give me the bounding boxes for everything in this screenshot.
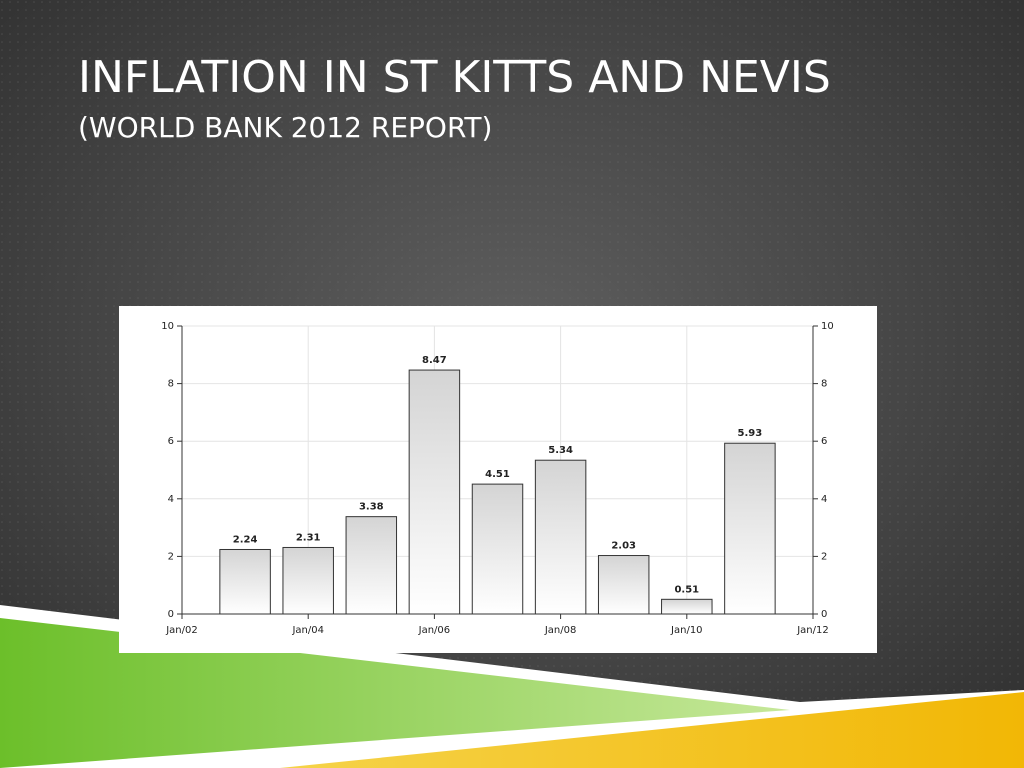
value-label: 5.93 [738, 428, 763, 439]
value-label: 2.24 [233, 534, 258, 545]
value-label: 0.51 [674, 584, 699, 595]
slide-title: INFLATION IN ST KITTS AND NEVIS [78, 52, 831, 103]
yellow-swoosh [280, 692, 1024, 768]
y-tick-label: 8 [168, 379, 174, 390]
bar [597, 555, 650, 615]
y2-tick-label: 10 [821, 321, 834, 332]
x-tick-label: Jan/02 [165, 625, 198, 636]
value-label: 3.38 [359, 502, 384, 513]
x-tick-label: Jan/06 [418, 625, 451, 636]
bar [282, 546, 334, 615]
y2-tick-label: 4 [821, 494, 827, 505]
y-tick-label: 6 [168, 436, 174, 447]
y2-tick-label: 2 [821, 551, 827, 562]
bar [471, 483, 524, 615]
bar [724, 442, 776, 615]
y2-tick-label: 8 [821, 379, 827, 390]
y-tick-label: 0 [168, 609, 174, 620]
value-label: 2.03 [611, 541, 636, 552]
y-tick-label: 10 [161, 321, 174, 332]
value-label: 5.34 [548, 445, 573, 456]
x-tick-label: Jan/12 [796, 625, 829, 636]
bar [661, 598, 713, 615]
bar [219, 548, 271, 615]
slide-subtitle: (WORLD BANK 2012 REPORT) [78, 111, 492, 144]
x-tick-label: Jan/08 [544, 625, 577, 636]
chart: 0 2 4 6 8 10 0 2 4 6 8 10 Jan/02 Jan/04 Jan/06 Jan/08 Ja… [161, 321, 833, 636]
x-tick-label: Jan/04 [291, 625, 324, 636]
y2-tick-label: 0 [821, 609, 827, 620]
bar [408, 369, 461, 615]
green-swoosh [0, 618, 790, 768]
value-label: 2.31 [296, 532, 321, 543]
value-label: 4.51 [485, 469, 510, 480]
bar [534, 459, 587, 615]
x-tick-label: Jan/10 [670, 625, 703, 636]
y-tick-label: 4 [168, 494, 174, 505]
bar [345, 516, 398, 615]
value-label: 8.47 [422, 355, 447, 366]
y-tick-label: 2 [168, 551, 174, 562]
y2-tick-label: 6 [821, 436, 827, 447]
